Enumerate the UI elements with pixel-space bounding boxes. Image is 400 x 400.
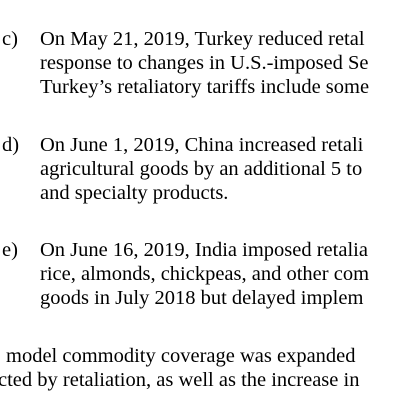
list-item-text-line: rice, almonds, chickpeas, and other com — [40, 263, 370, 285]
paragraph-line: model commodity coverage was expanded — [6, 345, 356, 367]
list-item-text-line: On June 16, 2019, India imposed retalia — [40, 239, 368, 261]
list-marker: e) — [2, 239, 18, 261]
list-item-text-line: agricultural goods by an additional 5 to — [40, 158, 363, 180]
list-item-text-line: and specialty products. — [40, 182, 229, 204]
list-item-text-line: Turkey’s retaliatory tariffs include som… — [40, 76, 370, 98]
paragraph-line: cted by retaliation, as well as the incr… — [0, 369, 360, 391]
list-item-text-line: On June 1, 2019, China increased retali — [40, 134, 364, 156]
list-item-text-line: On May 21, 2019, Turkey reduced retal — [40, 28, 365, 50]
list-marker: d) — [2, 134, 20, 156]
list-marker: c) — [2, 28, 18, 50]
list-item-text-line: goods in July 2018 but delayed implem — [40, 287, 364, 309]
list-item-text-line: response to changes in U.S.-imposed Se — [40, 52, 369, 74]
